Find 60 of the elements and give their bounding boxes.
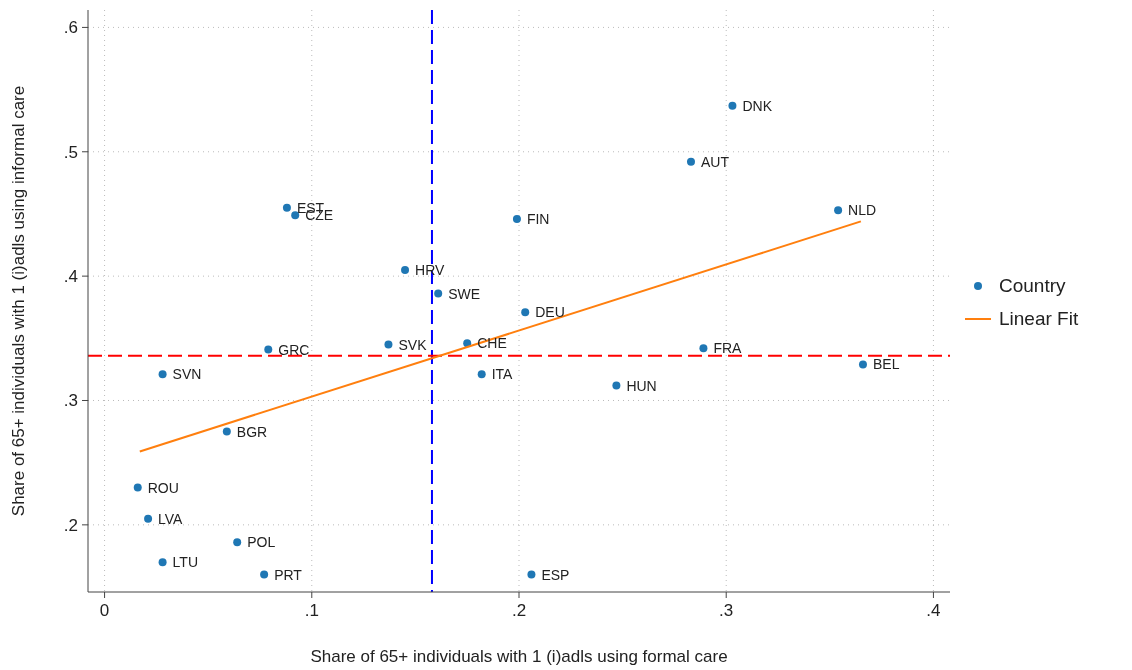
point: [686, 157, 695, 166]
point: [463, 339, 472, 348]
x-tick-label: .3: [719, 601, 734, 620]
annotation: DEU: [535, 304, 565, 321]
annotation: POL: [247, 534, 276, 551]
annotation: HUN: [626, 377, 657, 394]
point: [144, 514, 153, 523]
point: [527, 570, 536, 579]
point: [858, 360, 867, 369]
annotation: LTU: [172, 554, 199, 571]
y-tick-label: .5: [63, 142, 78, 162]
annotation: NLD: [848, 202, 877, 219]
x-tick-label: .1: [304, 601, 319, 620]
point: [291, 211, 300, 220]
annotation: FIN: [526, 210, 550, 227]
legend-label: Country: [999, 275, 1067, 296]
annotation: CHE: [477, 335, 507, 352]
point: [699, 344, 708, 353]
x-tick-label: 0: [99, 601, 110, 620]
point: [434, 289, 443, 298]
annotation: AUT: [700, 153, 730, 170]
point: [477, 370, 486, 379]
annotation: ITA: [491, 366, 514, 383]
annotation: SWE: [448, 285, 481, 302]
annotation: SVK: [398, 336, 428, 353]
point: [260, 570, 269, 579]
point: [264, 345, 273, 354]
annotation: LVA: [158, 510, 184, 527]
y-axis-title: Share of 65+ individuals with 1 (i)adls using informal care: [9, 85, 28, 517]
annotation: PRT: [274, 566, 303, 583]
annotation: GRC: [278, 341, 310, 358]
annotation: FRA: [713, 340, 743, 357]
x-tick-label: .4: [926, 601, 941, 620]
legend-label: Linear Fit: [999, 308, 1079, 329]
point: [158, 558, 167, 567]
point: [158, 370, 167, 379]
point: [521, 308, 530, 317]
point: [233, 538, 242, 547]
point: [512, 214, 521, 223]
point: [728, 101, 737, 110]
y-tick-label: .4: [63, 267, 78, 287]
point: [282, 203, 291, 212]
point: [612, 381, 621, 390]
annotation: ESP: [541, 566, 570, 583]
x-tick-label: .2: [511, 601, 527, 620]
point: [133, 483, 142, 492]
annotation: HRV: [415, 261, 445, 278]
annotation: DNK: [742, 97, 773, 114]
annotation: SVN: [172, 366, 202, 383]
y-tick-label: .2: [63, 515, 78, 535]
x-axis-title: Share of 65+ individuals with 1 (i)adls using formal care: [310, 647, 728, 666]
y-tick-label: .6: [63, 18, 78, 38]
point: [222, 427, 231, 436]
point: [401, 265, 410, 274]
y-tick-label: .3: [63, 391, 78, 411]
point: [834, 206, 843, 215]
annotation: ROU: [147, 479, 179, 496]
annotation: BGR: [236, 423, 268, 440]
point: [384, 340, 393, 349]
annotation: BEL: [872, 356, 900, 373]
